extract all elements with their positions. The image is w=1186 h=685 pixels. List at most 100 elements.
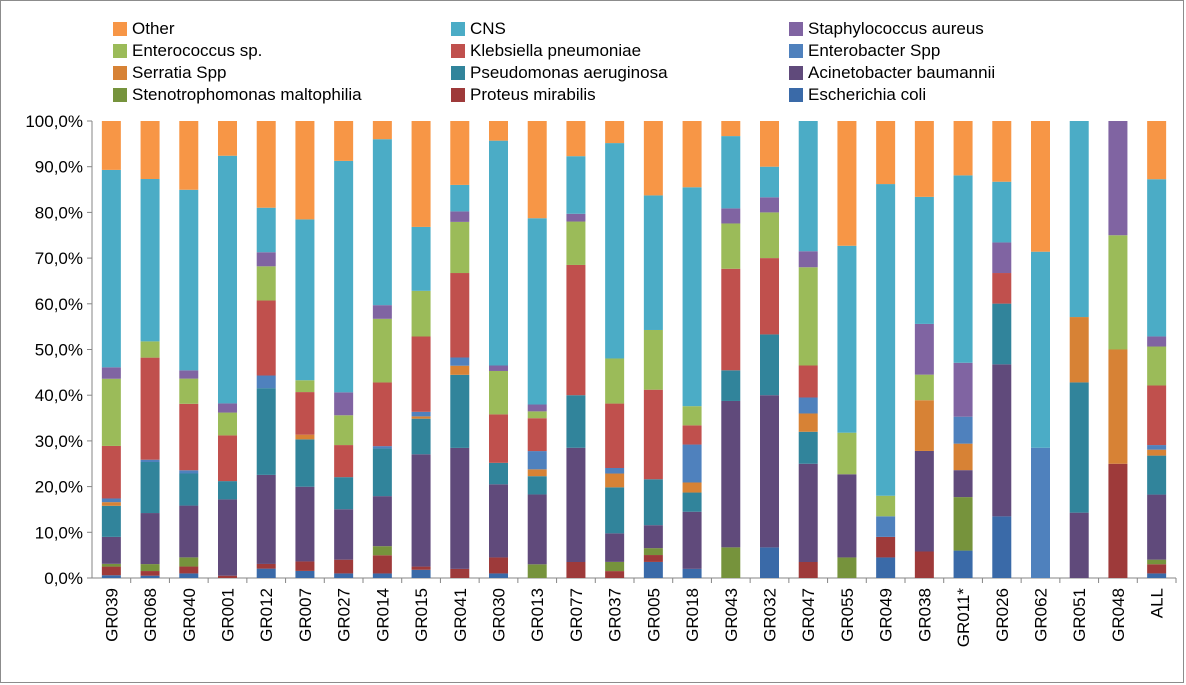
bar-segment-klebsiella-pneumoniae bbox=[411, 336, 431, 412]
x-tick-label: GR048 bbox=[1109, 588, 1128, 642]
y-tick-label: 70,0% bbox=[35, 249, 83, 268]
bar-segment-other bbox=[566, 121, 586, 157]
bar-segment-acinetobacter-baumannii bbox=[218, 499, 237, 576]
bar-segment-staphylococcus-aureus bbox=[953, 362, 973, 417]
bar-segment-acinetobacter-baumannii bbox=[295, 486, 315, 562]
bar-segment-staphylococcus-aureus bbox=[256, 252, 276, 267]
bar-segment-proteus-mirabilis bbox=[876, 536, 896, 558]
bar-stack-gr048 bbox=[1108, 121, 1128, 578]
bar-segment-pseudomonas-aeruginosa bbox=[527, 476, 547, 495]
bar-segment-other bbox=[605, 121, 625, 144]
bar-segment-proteus-mirabilis bbox=[179, 566, 199, 574]
bar-segment-acinetobacter-baumannii bbox=[140, 513, 160, 565]
bar-segment-acinetobacter-baumannii bbox=[450, 447, 470, 569]
bar-segment-serratia-spp bbox=[953, 443, 973, 471]
bar-segment-other bbox=[372, 121, 392, 140]
x-tick-label: GR040 bbox=[180, 588, 199, 642]
bar-segment-proteus-mirabilis bbox=[101, 566, 121, 576]
legend-item-other: Other bbox=[113, 18, 175, 40]
x-tick-label: GR007 bbox=[296, 588, 315, 642]
bar-segment-cns bbox=[256, 207, 276, 253]
bar-segment-cns bbox=[837, 245, 857, 433]
bar-segment-other bbox=[1147, 121, 1167, 180]
bar-segment-acinetobacter-baumannii bbox=[760, 395, 779, 548]
bar-stack-gr032 bbox=[760, 121, 779, 578]
bar-stack-gr015 bbox=[411, 121, 431, 578]
bar-segment-other bbox=[760, 121, 779, 167]
bar-segment-klebsiella-pneumoniae bbox=[450, 273, 470, 358]
bar-segment-klebsiella-pneumoniae bbox=[798, 365, 818, 398]
bar-segment-klebsiella-pneumoniae bbox=[372, 382, 392, 447]
bar-segment-other bbox=[953, 121, 973, 176]
bar-segment-pseudomonas-aeruginosa bbox=[992, 303, 1012, 365]
bar-segment-other bbox=[140, 121, 160, 179]
x-tick-label: GR011* bbox=[954, 588, 973, 648]
bar-segment-serratia-spp bbox=[1147, 449, 1167, 456]
x-tick-label: GR062 bbox=[1032, 588, 1051, 642]
bar-segment-enterococcus-sp bbox=[1147, 346, 1167, 386]
bar-segment-serratia-spp bbox=[411, 416, 431, 419]
bar-segment-other bbox=[489, 121, 508, 141]
legend-label: Klebsiella pneumoniae bbox=[470, 41, 642, 60]
x-tick-label: ALL bbox=[1148, 588, 1167, 618]
bar-segment-acinetobacter-baumannii bbox=[527, 494, 547, 565]
x-tick-label: GR041 bbox=[451, 588, 470, 642]
bar-segment-pseudomonas-aeruginosa bbox=[721, 370, 741, 401]
bar-segment-cns bbox=[334, 160, 354, 393]
bar-segment-enterococcus-sp bbox=[489, 370, 508, 415]
legend-swatch bbox=[789, 22, 803, 36]
bar-stack-gr027 bbox=[334, 121, 354, 578]
bar-segment-enterococcus-sp bbox=[721, 223, 741, 269]
legend-label: Proteus mirabilis bbox=[470, 85, 596, 104]
legend-item-enterococcus-sp: Enterococcus sp. bbox=[113, 40, 262, 62]
bar-segment-stenotrophomonas-maltophilia bbox=[372, 546, 392, 556]
bar-segment-cns bbox=[1031, 251, 1050, 448]
bar-segment-pseudomonas-aeruginosa bbox=[605, 487, 625, 534]
bar-segment-enterobacter-spp bbox=[876, 516, 896, 537]
bar-segment-other bbox=[527, 121, 547, 219]
bar-segment-klebsiella-pneumoniae bbox=[760, 258, 779, 335]
legend-item-serratia-spp: Serratia Spp bbox=[113, 62, 227, 84]
bar-segment-acinetobacter-baumannii bbox=[334, 509, 354, 560]
bar-segment-enterococcus-sp bbox=[527, 411, 547, 419]
bar-segment-cns bbox=[1069, 121, 1089, 318]
legend-swatch bbox=[451, 44, 465, 58]
legend-label: Escherichia coli bbox=[808, 85, 927, 104]
bar-segment-proteus-mirabilis bbox=[295, 561, 315, 571]
bar-segment-pseudomonas-aeruginosa bbox=[295, 439, 315, 487]
x-tick-label: GR030 bbox=[490, 588, 509, 642]
bar-segment-enterobacter-spp bbox=[1031, 447, 1050, 578]
bar-segment-other bbox=[721, 121, 741, 137]
bar-segment-proteus-mirabilis bbox=[411, 566, 431, 570]
bar-segment-staphylococcus-aureus bbox=[218, 403, 237, 413]
bar-segment-cns bbox=[450, 184, 470, 212]
bar-stack-gr062 bbox=[1031, 121, 1050, 578]
bar-segment-serratia-spp bbox=[605, 473, 625, 488]
bar-segment-pseudomonas-aeruginosa bbox=[643, 479, 663, 526]
bar-segment-cns bbox=[914, 196, 934, 324]
bar-segment-acinetobacter-baumannii bbox=[837, 474, 857, 558]
bar-segment-other bbox=[837, 121, 857, 246]
legend-item-enterobacter-spp: Enterobacter Spp bbox=[789, 40, 940, 62]
bar-segment-enterobacter-spp bbox=[256, 375, 276, 389]
bar-segment-klebsiella-pneumoniae bbox=[140, 357, 160, 460]
bar-segment-acinetobacter-baumannii bbox=[566, 447, 586, 563]
legend-swatch bbox=[113, 66, 127, 80]
bar-segment-escherichia-coli bbox=[295, 570, 315, 578]
bar-stack-gr041 bbox=[450, 121, 470, 578]
legend-swatch bbox=[451, 22, 465, 36]
x-tick-label: GR077 bbox=[567, 588, 586, 642]
bar-stack-gr011 bbox=[953, 121, 973, 578]
bar-segment-enterococcus-sp bbox=[256, 266, 276, 301]
bar-segment-proteus-mirabilis bbox=[566, 562, 586, 578]
bar-segment-escherichia-coli bbox=[256, 568, 276, 578]
bar-segment-enterococcus-sp bbox=[334, 415, 354, 446]
y-tick-label: 50,0% bbox=[35, 341, 83, 360]
bar-segment-cns bbox=[721, 136, 741, 209]
bar-segment-staphylococcus-aureus bbox=[914, 323, 934, 375]
legend-swatch bbox=[451, 88, 465, 102]
y-tick-label: 80,0% bbox=[35, 203, 83, 222]
bar-segment-serratia-spp bbox=[914, 400, 934, 451]
